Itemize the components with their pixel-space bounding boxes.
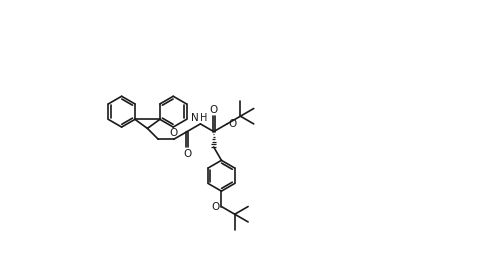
Text: H: H: [201, 113, 208, 123]
Text: N: N: [191, 113, 199, 123]
Text: O: O: [210, 105, 218, 116]
Text: O: O: [169, 128, 178, 138]
Text: O: O: [183, 148, 191, 159]
Text: O: O: [212, 202, 220, 211]
Text: O: O: [228, 119, 236, 129]
